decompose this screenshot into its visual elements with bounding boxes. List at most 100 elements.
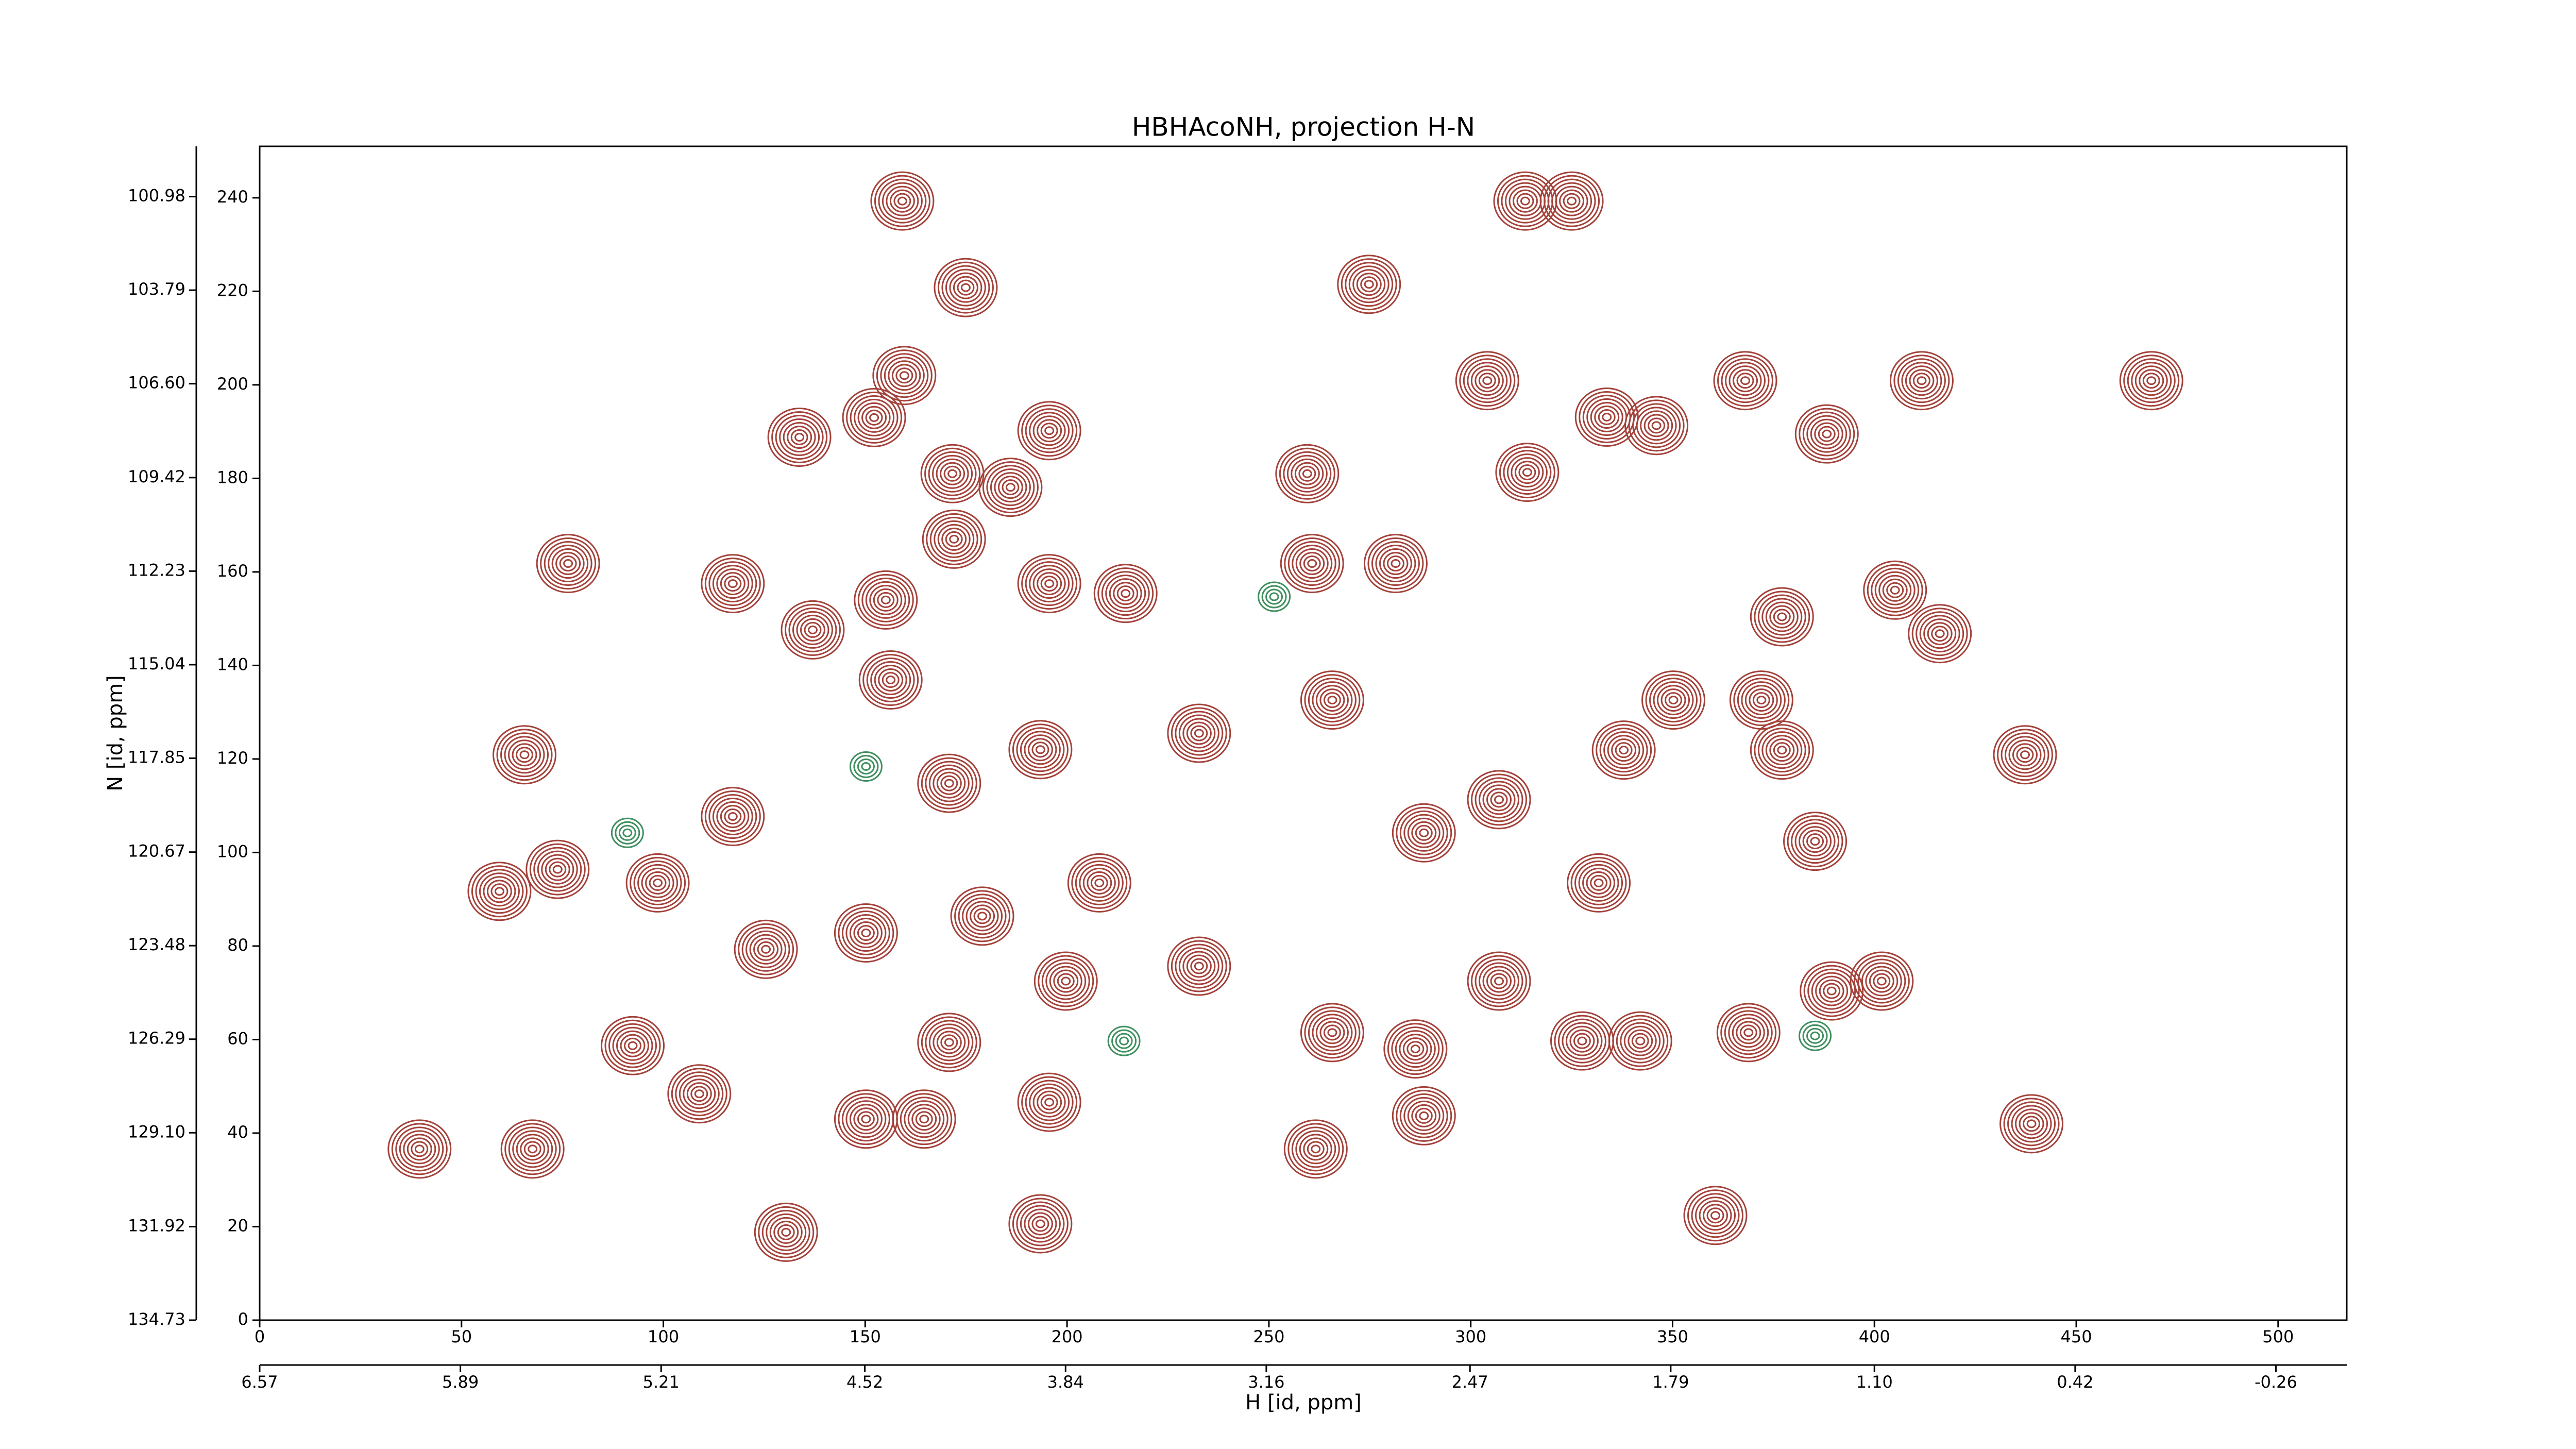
contour-ring: [500, 1119, 565, 1179]
contour-ring: [516, 747, 534, 763]
contour-ring: [941, 527, 967, 551]
contour-ring: [1027, 738, 1053, 762]
peak: [1750, 720, 1814, 780]
contour-ring: [523, 1141, 541, 1157]
peak: [1641, 670, 1706, 730]
contour-ring: [520, 1137, 546, 1161]
contour-ring: [1732, 1017, 1765, 1048]
peak: [493, 725, 557, 785]
contour-ring: [1352, 269, 1386, 300]
contour-ring: [1806, 415, 1848, 453]
contour-ring: [1623, 1025, 1657, 1056]
contour-ring: [1720, 1006, 1777, 1059]
contour-ring: [2123, 355, 2180, 407]
contour-ring: [1570, 856, 1627, 909]
contour-ring: [1660, 688, 1686, 712]
contour-ring: [1756, 696, 1767, 705]
contour-ring: [2001, 732, 2049, 778]
contour-ring: [399, 1130, 440, 1168]
contour-ring: [1415, 824, 1433, 841]
contour-ring: [1814, 422, 1840, 446]
contour-ring: [555, 552, 581, 576]
contour-ring: [1379, 548, 1412, 579]
contour-ring: [919, 1115, 929, 1124]
contour-ring: [1574, 387, 1639, 447]
peak: [1889, 351, 1954, 411]
contour-ring: [1387, 1023, 1444, 1075]
contour-ring: [1739, 1024, 1757, 1041]
contour-ring: [1893, 355, 1950, 407]
contour-ring: [1101, 571, 1150, 616]
peak: [611, 817, 644, 848]
peak: [872, 346, 937, 406]
contour-ring: [625, 853, 690, 913]
contour-ring: [1687, 1189, 1744, 1242]
contour-ring: [1691, 1193, 1740, 1238]
peak: [1850, 951, 1914, 1011]
contour-ring: [1503, 450, 1552, 495]
contour-ring: [1878, 575, 1912, 605]
contour-ring: [1769, 605, 1795, 629]
contour-ring: [536, 534, 600, 594]
contour-ring: [391, 1123, 448, 1175]
contour-ring: [1291, 1126, 1340, 1172]
contour-ring: [1744, 685, 1778, 716]
peak: [1624, 396, 1689, 456]
contour-ring: [1863, 560, 1927, 620]
contour-ring: [1632, 403, 1681, 448]
contour-ring: [862, 654, 919, 706]
contour-ring: [504, 736, 545, 774]
contour-ring: [1551, 182, 1592, 220]
peak: [1283, 1119, 1348, 1179]
contour-ring: [1303, 1137, 1329, 1161]
contour-ring: [761, 1209, 810, 1255]
peak: [1033, 951, 1098, 1011]
contour-ring: [928, 1023, 970, 1062]
contour-ring: [1897, 358, 1946, 403]
peak: [870, 171, 935, 231]
contour-ring: [1799, 1020, 1832, 1051]
contour-ring: [1728, 365, 1762, 396]
contour-ring: [1035, 1219, 1045, 1228]
contour-ring: [1323, 692, 1341, 709]
contour-ring: [858, 650, 923, 710]
x-tick-label: 250: [1253, 1327, 1284, 1346]
contour-ring: [771, 411, 828, 464]
y2-tick-label: 134.73: [128, 1309, 185, 1329]
contour-ring: [604, 1019, 661, 1072]
contour-ring: [1648, 417, 1666, 434]
contour-ring: [1399, 1093, 1448, 1138]
contour-ring: [1031, 742, 1049, 758]
contour-ring: [1082, 867, 1116, 898]
contour-ring: [734, 919, 798, 979]
contour-ring: [1403, 814, 1445, 852]
contour-ring: [526, 839, 590, 899]
contour-ring: [1737, 678, 1786, 723]
contour-ring: [2019, 1112, 2044, 1136]
contour-ring: [1916, 611, 1964, 656]
contour-ring: [1032, 568, 1066, 599]
x2-tick-label: 5.21: [643, 1372, 680, 1392]
peak: [1539, 171, 1604, 231]
contour-ring: [1819, 979, 1844, 1003]
contour-ring: [720, 805, 745, 829]
contour-ring: [508, 1126, 557, 1172]
y2-tick-label: 106.60: [128, 373, 185, 393]
contour-ring: [1345, 262, 1394, 307]
contour-ring: [708, 561, 757, 606]
contour-ring: [1410, 1044, 1420, 1054]
peak: [1999, 1094, 2064, 1154]
contour-ring: [1190, 958, 1208, 974]
contour-ring: [1057, 973, 1075, 989]
contour-ring: [929, 516, 978, 562]
contour-ring: [1740, 376, 1750, 385]
contour-ring: [2139, 369, 2164, 393]
contour-ring: [1653, 681, 1694, 719]
contour-ring: [878, 668, 904, 692]
contour-ring: [1471, 773, 1528, 826]
contour-ring: [1486, 969, 1512, 993]
contour-ring: [1363, 534, 1428, 594]
contour-ring: [1045, 962, 1087, 1000]
contour-ring: [1518, 464, 1536, 481]
contour-ring: [637, 864, 679, 902]
